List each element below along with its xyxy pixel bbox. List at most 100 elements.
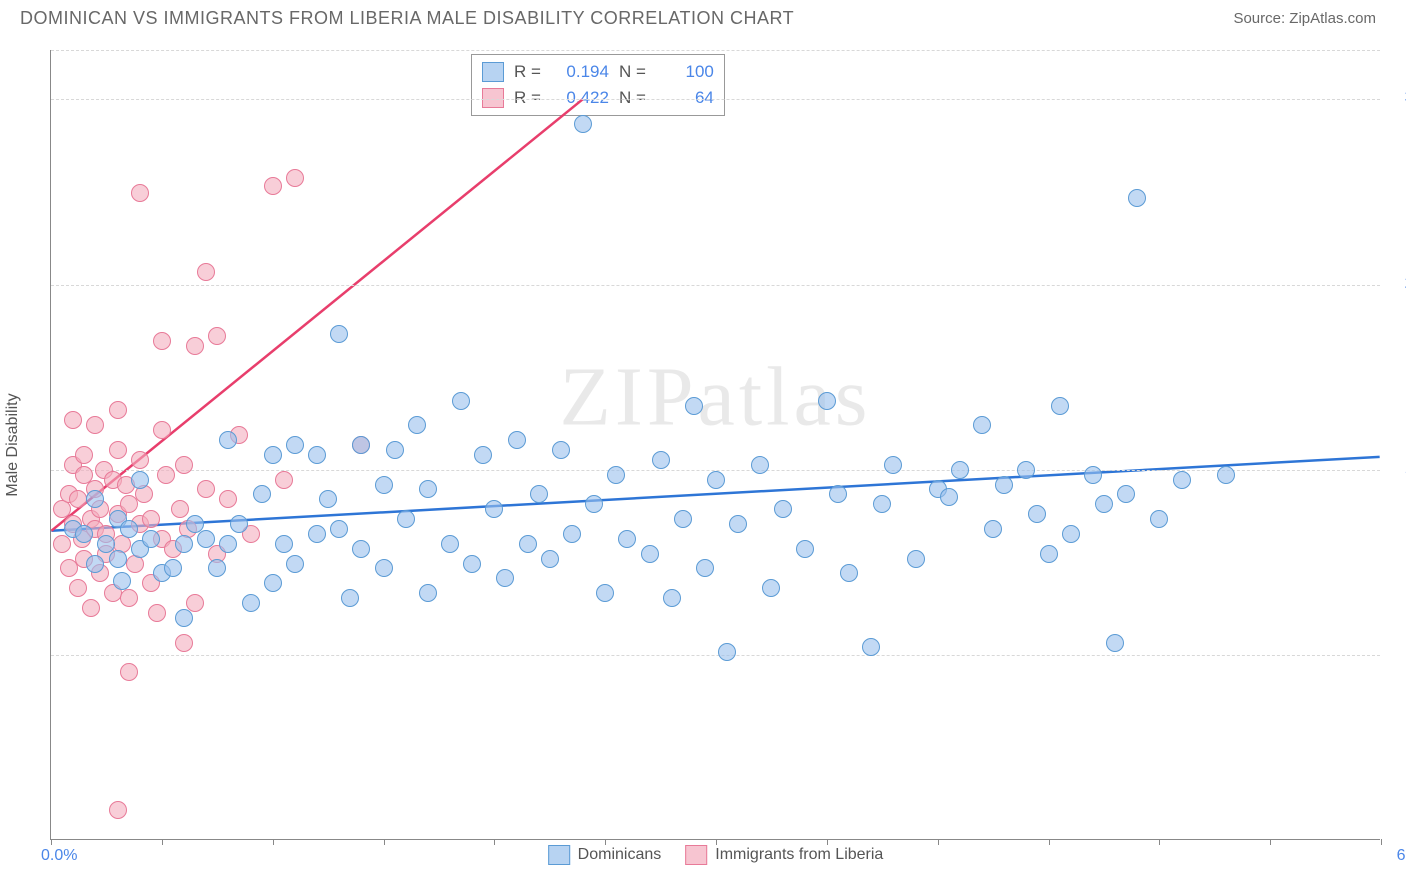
legend-label: Dominicans	[578, 846, 662, 864]
x-axis-max-label: 60.0%	[1397, 847, 1406, 865]
source-label: Source: ZipAtlas.com	[1233, 10, 1376, 27]
data-point	[1062, 525, 1080, 543]
data-point	[652, 451, 670, 469]
data-point	[219, 535, 237, 553]
data-point	[86, 555, 104, 573]
data-point	[208, 327, 226, 345]
data-point	[1106, 634, 1124, 652]
data-point	[585, 495, 603, 513]
data-point	[1117, 485, 1135, 503]
data-point	[607, 466, 625, 484]
data-point	[275, 471, 293, 489]
chart-header: DOMINICAN VS IMMIGRANTS FROM LIBERIA MAL…	[0, 0, 1406, 37]
data-point	[219, 490, 237, 508]
data-point	[113, 572, 131, 590]
y-tick-label: 7.5%	[1390, 645, 1406, 663]
bottom-legend: Dominicans Immigrants from Liberia	[548, 845, 884, 865]
data-point	[375, 476, 393, 494]
data-point	[397, 510, 415, 528]
x-tick	[1159, 839, 1160, 845]
data-point	[175, 456, 193, 474]
stats-row-dominicans: R = 0.194 N = 100	[482, 59, 714, 85]
y-axis-title: Male Disability	[4, 393, 22, 496]
data-point	[197, 530, 215, 548]
x-tick	[273, 839, 274, 845]
data-point	[264, 574, 282, 592]
data-point	[818, 392, 836, 410]
gridline	[51, 99, 1380, 100]
x-tick	[1049, 839, 1050, 845]
data-point	[552, 441, 570, 459]
r-value-dominicans: 0.194	[551, 62, 609, 82]
data-point	[86, 416, 104, 434]
x-tick	[51, 839, 52, 845]
y-tick-label: 22.5%	[1390, 275, 1406, 293]
data-point	[131, 184, 149, 202]
y-tick-label: 15.0%	[1390, 460, 1406, 478]
data-point	[375, 559, 393, 577]
swatch-liberia	[482, 88, 504, 108]
data-point	[86, 490, 104, 508]
data-point	[707, 471, 725, 489]
x-axis-min-label: 0.0%	[41, 847, 77, 865]
data-point	[862, 638, 880, 656]
data-point	[674, 510, 692, 528]
data-point	[175, 609, 193, 627]
data-point	[408, 416, 426, 434]
data-point	[286, 555, 304, 573]
data-point	[907, 550, 925, 568]
data-point	[308, 446, 326, 464]
data-point	[762, 579, 780, 597]
data-point	[951, 461, 969, 479]
data-point	[197, 480, 215, 498]
scatter-chart: Male Disability ZIPatlas R = 0.194 N = 1…	[50, 50, 1380, 840]
x-tick	[827, 839, 828, 845]
data-point	[75, 446, 93, 464]
data-point	[286, 436, 304, 454]
data-point	[153, 421, 171, 439]
data-point	[530, 485, 548, 503]
y-tick-label: 30.0%	[1390, 89, 1406, 107]
data-point	[840, 564, 858, 582]
data-point	[242, 594, 260, 612]
data-point	[1051, 397, 1069, 415]
data-point	[419, 584, 437, 602]
data-point	[386, 441, 404, 459]
data-point	[164, 559, 182, 577]
data-point	[729, 515, 747, 533]
data-point	[264, 177, 282, 195]
data-point	[253, 485, 271, 503]
data-point	[751, 456, 769, 474]
data-point	[995, 476, 1013, 494]
swatch-icon	[548, 845, 570, 865]
data-point	[641, 545, 659, 563]
data-point	[563, 525, 581, 543]
data-point	[330, 325, 348, 343]
data-point	[319, 490, 337, 508]
data-point	[1173, 471, 1191, 489]
data-point	[685, 397, 703, 415]
data-point	[219, 431, 237, 449]
data-point	[352, 436, 370, 454]
data-point	[463, 555, 481, 573]
data-point	[53, 535, 71, 553]
data-point	[120, 663, 138, 681]
data-point	[69, 490, 87, 508]
data-point	[64, 411, 82, 429]
data-point	[75, 525, 93, 543]
data-point	[1150, 510, 1168, 528]
data-point	[120, 589, 138, 607]
data-point	[696, 559, 714, 577]
data-point	[873, 495, 891, 513]
data-point	[264, 446, 282, 464]
chart-title: DOMINICAN VS IMMIGRANTS FROM LIBERIA MAL…	[20, 8, 794, 29]
data-point	[275, 535, 293, 553]
data-point	[984, 520, 1002, 538]
data-point	[973, 416, 991, 434]
data-point	[419, 480, 437, 498]
stats-legend-box: R = 0.194 N = 100 R = 0.422 N = 64	[471, 54, 725, 116]
data-point	[452, 392, 470, 410]
data-point	[175, 634, 193, 652]
data-point	[829, 485, 847, 503]
data-point	[109, 801, 127, 819]
